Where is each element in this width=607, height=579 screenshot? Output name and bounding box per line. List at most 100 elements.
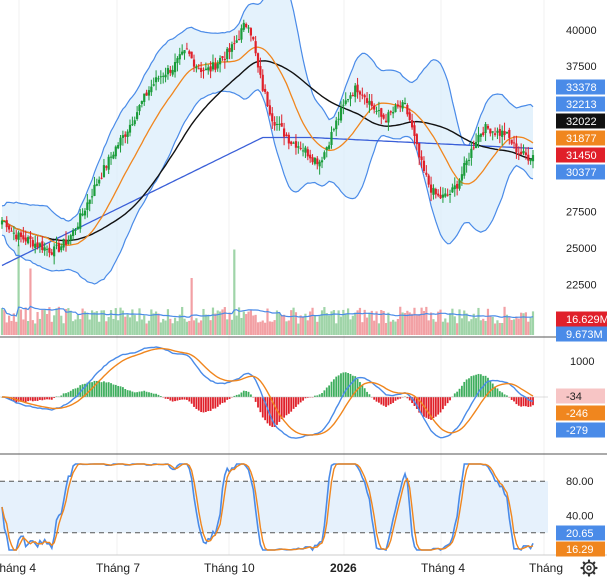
- macd-hist-bar: [375, 397, 378, 402]
- bollinger-upper-line: [1, 0, 534, 222]
- macd-hist-bar: [145, 391, 148, 397]
- macd-hist-bar: [344, 372, 347, 397]
- macd-hist-bar: [171, 397, 174, 402]
- volume-bar: [93, 312, 96, 335]
- candle-body: [76, 226, 79, 230]
- volume-bar: [339, 316, 343, 335]
- macd-hist-bar: [24, 397, 27, 403]
- candle-body: [143, 93, 146, 102]
- candle-body: [522, 150, 525, 154]
- volume-bar: [76, 314, 79, 335]
- macd-hist-bar: [477, 373, 480, 397]
- candle-body: [515, 143, 518, 153]
- macd-hist-bar: [411, 397, 414, 404]
- price-tag-bg: [556, 79, 605, 95]
- volume-bar: [133, 315, 136, 335]
- candle-body: [325, 147, 328, 151]
- volume-bar: [105, 321, 108, 335]
- volume-bar: [415, 314, 418, 335]
- stochastic-band: [0, 481, 548, 533]
- volume-bars: [0, 244, 535, 335]
- volume-bar: [510, 320, 513, 335]
- candle-body: [441, 194, 445, 198]
- candle-body: [183, 50, 186, 54]
- volume-bar: [273, 320, 276, 335]
- price-tag: 31450: [566, 150, 597, 162]
- volume-bar: [192, 320, 196, 335]
- candle-body: [524, 152, 527, 155]
- volume-bar: [370, 310, 373, 335]
- macd-hist-bar: [105, 382, 108, 397]
- macd-hist-bar: [330, 381, 333, 397]
- macd-hist-bar: [186, 397, 188, 400]
- volume-bar: [74, 319, 77, 335]
- candle-body: [368, 100, 371, 105]
- volume-bar: [420, 307, 423, 335]
- candle-body: [425, 172, 428, 175]
- macd-hist-bar: [133, 392, 136, 397]
- volume-bar: [183, 318, 186, 335]
- candle-body: [472, 147, 475, 149]
- macd-hist-bar: [148, 392, 150, 397]
- volume-bar: [437, 311, 440, 335]
- volume-bar: [216, 310, 219, 335]
- volume-bar: [31, 320, 34, 335]
- candle-body: [102, 165, 106, 178]
- volume-bar: [475, 318, 478, 335]
- volume-bar: [354, 312, 357, 335]
- volume-bar: [233, 249, 236, 335]
- macd-hist-bar: [304, 397, 307, 399]
- macd-hist-bar: [257, 397, 259, 408]
- macd-hist-bar: [17, 397, 20, 402]
- volume-bar: [444, 318, 447, 335]
- macd-hist-bar: [366, 391, 368, 397]
- volume-bar: [226, 319, 229, 335]
- candle-body: [337, 118, 340, 120]
- macd-hist-bar: [107, 382, 110, 397]
- volume-bar: [337, 310, 340, 335]
- candle-body: [254, 41, 257, 54]
- candle-body: [88, 199, 91, 204]
- candle-body: [72, 230, 75, 236]
- volume-bar: [458, 309, 461, 335]
- macd-hist-bar: [418, 397, 421, 413]
- gear-icon[interactable]: [580, 559, 598, 577]
- volume-bar: [501, 322, 504, 335]
- macd-hist-bar: [261, 397, 264, 418]
- macd-hist-bar: [354, 376, 357, 397]
- stochastic-tag: 20.65: [566, 528, 594, 540]
- macd-hist-bar: [226, 397, 229, 400]
- volume-bar: [387, 312, 390, 335]
- candle-body: [354, 85, 357, 97]
- macd-hist-bar: [245, 391, 248, 397]
- macd-hist-bar: [468, 378, 470, 397]
- macd-hist-bar: [337, 375, 340, 397]
- macd-hist-bar: [152, 393, 155, 397]
- volume-bar: [382, 311, 385, 335]
- candle-body: [339, 107, 343, 121]
- macd-hist-bar: [501, 392, 504, 397]
- volume-bar: [176, 321, 179, 335]
- macd-hist-bar: [86, 382, 89, 397]
- candle-body: [62, 238, 65, 248]
- volume-bar: [221, 309, 224, 335]
- volume-bar: [62, 323, 65, 335]
- volume-bar: [311, 307, 314, 335]
- candle-body: [0, 220, 4, 225]
- bollinger-lower-line: [1, 89, 534, 285]
- volume-bar: [45, 314, 49, 335]
- candle-body: [290, 141, 293, 145]
- macd-hist-bar: [299, 397, 302, 403]
- macd-hist-bar: [159, 396, 162, 397]
- x-axis-label: 2026: [330, 561, 357, 575]
- volume-bar: [493, 323, 497, 335]
- candle-body: [105, 166, 108, 168]
- volume-bar: [401, 312, 404, 335]
- candle-body: [90, 196, 94, 198]
- macd-hist-bar: [340, 373, 342, 397]
- macd-hist-bar: [39, 397, 41, 400]
- macd-hist-bar: [292, 397, 295, 409]
- candle-body: [467, 159, 471, 161]
- macd-hist-bar: [110, 383, 112, 397]
- macd-hist-bar: [62, 393, 65, 397]
